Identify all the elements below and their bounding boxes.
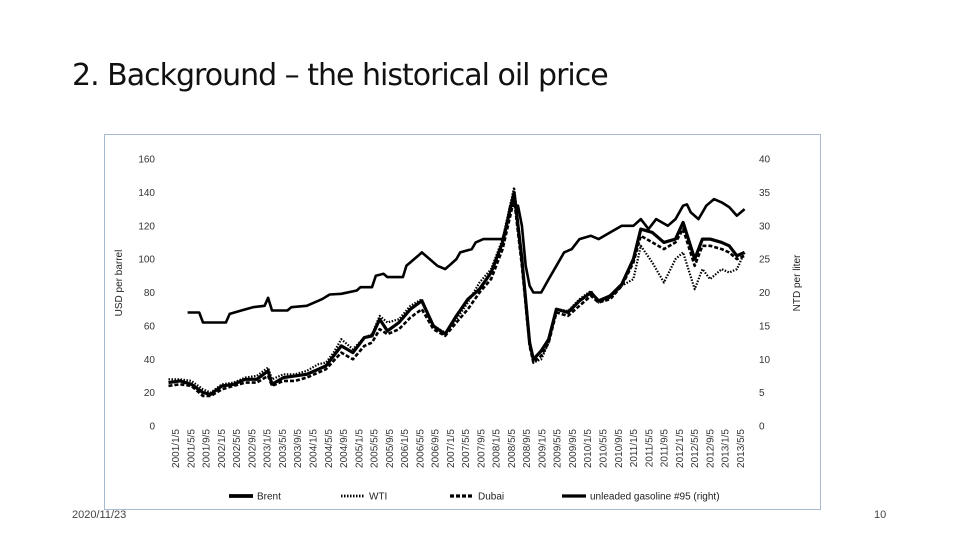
left-y-axis: 0 20 40 60 80 100 120 140 160 <box>138 155 155 433</box>
x-tick-label: 2004/1/5 <box>309 429 320 468</box>
x-tick-label: 2003/1/5 <box>263 429 274 468</box>
footer-date: 2020/11/23 <box>72 509 127 521</box>
left-axis-title: USD per barrel <box>114 250 125 317</box>
x-tick-label: 2009/5/5 <box>553 429 564 468</box>
legend-label: WTI <box>369 492 387 503</box>
right-axis-title: NTD per liter <box>792 254 803 311</box>
x-tick-label: 2013/1/5 <box>721 429 732 468</box>
left-tick-label: 80 <box>144 288 156 299</box>
x-tick-label: 2001/9/5 <box>202 429 213 468</box>
right-tick-label: 20 <box>759 288 771 299</box>
x-tick-label: 2010/9/5 <box>614 429 625 468</box>
legend-label: Brent <box>257 492 281 503</box>
x-tick-label: 2008/1/5 <box>492 429 503 468</box>
right-tick-label: 35 <box>759 188 771 199</box>
x-tick-label: 2002/9/5 <box>247 429 258 468</box>
x-tick-label: 2010/1/5 <box>583 429 594 468</box>
right-tick-label: 30 <box>759 221 771 232</box>
left-tick-label: 20 <box>144 388 156 399</box>
left-tick-label: 0 <box>149 422 155 433</box>
x-tick-label: 2004/9/5 <box>339 429 350 468</box>
x-tick-label: 2011/5/5 <box>644 429 655 468</box>
x-tick-label: 2005/5/5 <box>370 429 381 468</box>
left-tick-label: 160 <box>138 155 155 166</box>
x-tick-label: 2002/1/5 <box>217 429 228 468</box>
x-tick-label: 2012/5/5 <box>690 429 701 468</box>
x-tick-label: 2007/9/5 <box>476 429 487 468</box>
page-number: 10 <box>874 509 887 521</box>
x-tick-label: 2003/9/5 <box>293 429 304 468</box>
right-tick-label: 15 <box>759 321 771 332</box>
x-tick-label: 2006/9/5 <box>431 429 442 468</box>
x-tick-label: 2013/5/5 <box>736 429 747 468</box>
x-tick-label: 2002/5/5 <box>232 429 243 468</box>
series-line-1 <box>168 190 746 396</box>
chart-frame: 0 20 40 60 80 100 120 140 160 0 5 10 15 20 25 30 35 40 2… <box>104 134 821 510</box>
line-chart: 0 20 40 60 80 100 120 140 160 0 5 10 15 20 25 30 35 40 2… <box>114 155 803 503</box>
left-tick-label: 60 <box>144 321 156 332</box>
left-tick-label: 40 <box>144 355 156 366</box>
series-layer <box>168 186 746 398</box>
x-tick-label: 2005/1/5 <box>354 429 365 468</box>
x-tick-label: 2001/1/5 <box>171 429 182 468</box>
x-tick-label: 2006/5/5 <box>415 429 426 468</box>
x-tick-label: 2009/1/5 <box>537 429 548 468</box>
x-tick-label: 2008/9/5 <box>522 429 533 468</box>
right-tick-label: 5 <box>759 388 765 399</box>
x-tick-label: 2010/5/5 <box>599 429 610 468</box>
x-tick-label: 2006/1/5 <box>400 429 411 468</box>
legend-label: unleaded gasoline #95 (right) <box>590 492 720 503</box>
x-tick-label: 2011/1/5 <box>629 429 640 468</box>
slide-title: 2. Background – the historical oil price <box>72 58 609 93</box>
legend: Brent WTI Dubai unleaded gasoline #95 (righ… <box>229 492 720 503</box>
left-tick-label: 120 <box>138 221 155 232</box>
right-tick-label: 0 <box>759 422 765 433</box>
x-tick-label: 2007/5/5 <box>461 429 472 468</box>
left-tick-label: 100 <box>138 255 155 266</box>
x-tick-label: 2009/9/5 <box>568 429 579 468</box>
left-tick-label: 140 <box>138 188 155 199</box>
series-line-3 <box>168 197 746 398</box>
x-tick-label: 2012/9/5 <box>705 429 716 468</box>
x-tick-label: 2008/5/5 <box>507 429 518 468</box>
right-tick-label: 10 <box>759 355 771 366</box>
x-tick-label: 2007/1/5 <box>446 429 457 468</box>
legend-label: Dubai <box>478 492 504 503</box>
x-tick-label: 2001/5/5 <box>186 429 197 468</box>
x-axis: 2001/1/5 2001/5/5 2001/9/5 2002/1/5 2002/5/5… <box>171 429 747 468</box>
right-tick-label: 40 <box>759 155 771 166</box>
x-tick-label: 2011/9/5 <box>660 429 671 468</box>
x-tick-label: 2004/5/5 <box>324 429 335 468</box>
series-line-2 <box>168 186 746 394</box>
x-tick-label: 2003/5/5 <box>278 429 289 468</box>
x-tick-label: 2012/1/5 <box>675 429 686 468</box>
series-line-4 <box>187 197 746 324</box>
right-tick-label: 25 <box>759 255 771 266</box>
right-y-axis: 0 5 10 15 20 25 30 35 40 <box>759 155 771 433</box>
x-tick-label: 2005/9/5 <box>385 429 396 468</box>
